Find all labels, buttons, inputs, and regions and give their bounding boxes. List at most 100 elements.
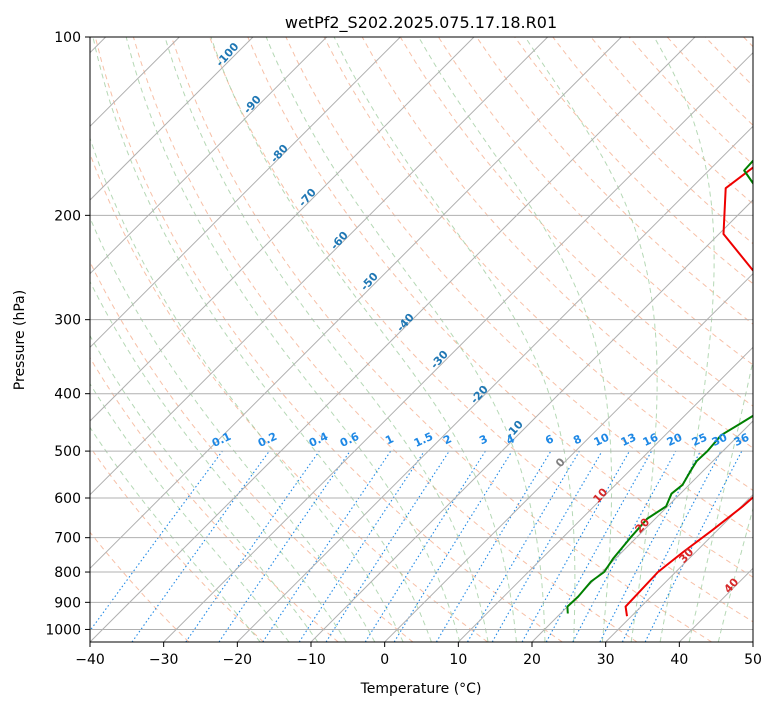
mixing-ratio-line <box>572 450 677 642</box>
dry-adiabat-line <box>743 37 753 48</box>
y-axis-title: Pressure (hPa) <box>12 290 28 390</box>
x-tick-label: −40 <box>75 652 105 668</box>
dry-adiabat-line <box>94 37 563 642</box>
y-tick-label: 700 <box>54 531 81 547</box>
moist-adiabat-line <box>90 334 319 642</box>
moist-adiabat-line <box>717 506 753 642</box>
isotherm-gridline <box>90 37 328 275</box>
moist-adiabat-label: 0 <box>553 455 568 470</box>
x-tick-label: 30 <box>597 652 615 668</box>
mixing-ratio-label: 30 <box>710 431 730 449</box>
mixing-ratio-line <box>218 450 351 642</box>
dry-adiabat-label: -100 <box>213 40 241 69</box>
plot-frame <box>89 36 754 643</box>
x-tick-label: −30 <box>149 652 179 668</box>
x-tick-label: 0 <box>380 652 389 668</box>
mixing-ratio-label: 2 <box>441 432 453 447</box>
mixing-ratio-line <box>325 450 450 642</box>
dry-adiabat-line <box>209 37 753 623</box>
isotherm-gridline <box>752 641 753 642</box>
moist-adiabat-label: 30 <box>676 545 696 565</box>
y-tick-label: 1000 <box>45 622 81 638</box>
mixing-ratio-line <box>262 450 392 642</box>
moist-adiabat-line <box>524 37 658 642</box>
x-tick-label: 10 <box>449 652 467 668</box>
dry-adiabat-line <box>247 37 753 578</box>
y-tick-label: 800 <box>54 565 81 581</box>
dry-adiabat-label: -50 <box>358 270 381 294</box>
mixing-ratio-label: 20 <box>665 431 685 449</box>
y-tick-label: 600 <box>54 491 81 507</box>
mixing-ratio-label: 10 <box>592 431 612 449</box>
isotherm-gridline <box>90 37 254 201</box>
moist-adiabat-line <box>90 136 404 642</box>
isotherm-gridline <box>90 37 475 422</box>
isotherm-gridline <box>90 37 549 496</box>
moist-adiabat-line <box>688 358 753 642</box>
temperature-profile-line <box>624 166 753 617</box>
mixing-ratio-line <box>435 450 552 642</box>
mixing-ratio-label: 13 <box>619 431 638 449</box>
moist-adiabat-line <box>90 382 290 642</box>
mixing-ratio-line <box>185 450 320 642</box>
mixing-ratio-line <box>90 450 223 632</box>
moist-adiabat-line <box>210 37 517 642</box>
dry-adiabat-line <box>90 531 190 642</box>
x-tick-label: 50 <box>744 652 762 668</box>
mixing-ratio-label: 1.5 <box>412 430 435 450</box>
dry-adiabat-label: -40 <box>394 311 417 335</box>
mixing-ratio-label: 25 <box>690 431 709 449</box>
x-axis-title: Temperature (°C) <box>360 681 482 697</box>
moist-adiabat-line <box>90 216 376 642</box>
mixing-ratio-label: 0.1 <box>210 430 233 450</box>
y-tick-label: 500 <box>54 444 81 460</box>
mixing-ratio-line <box>545 450 653 642</box>
isotherm-gridline <box>90 37 622 570</box>
dry-adiabat-label: -80 <box>268 142 291 166</box>
mixing-ratio-label: 36 <box>732 431 752 449</box>
y-tick-label: 200 <box>54 208 81 224</box>
dry-adiabat-line <box>476 37 753 325</box>
mixing-ratio-line <box>131 450 270 642</box>
dry-adiabat-line <box>171 37 712 642</box>
dry-adiabat-label: -70 <box>296 186 319 210</box>
mixing-ratio-line <box>644 450 743 642</box>
moist-adiabat-line <box>653 37 715 642</box>
mixing-ratio-line <box>298 450 425 642</box>
moist-adiabat-line <box>92 37 432 642</box>
moist-adiabat-label: 40 <box>721 575 741 595</box>
isotherm-gridline <box>384 272 753 642</box>
isotherm-gridline <box>163 51 753 642</box>
mixing-ratio-label: 0.6 <box>338 430 361 450</box>
dry-adiabat-line <box>704 37 753 87</box>
isotherm-gridline <box>457 346 753 642</box>
moist-adiabat-line <box>164 37 489 642</box>
isotherm-gridline <box>678 567 753 642</box>
mixing-ratio-label: 16 <box>641 431 661 449</box>
moist-adiabat-line <box>90 426 261 642</box>
chart-title: wetPf2_S202.2025.075.17.18.R01 <box>285 13 557 33</box>
dry-adiabat-line <box>399 37 753 407</box>
isotherm-gridline <box>531 420 753 642</box>
isotherm-gridline <box>90 37 696 642</box>
mixing-ratio-label: 0.4 <box>307 430 330 450</box>
mixing-ratio-label: 6 <box>543 432 556 447</box>
moist-adiabat-label: 10 <box>590 485 610 505</box>
moist-adiabat-line <box>265 37 546 642</box>
dry-adiabat-line <box>90 152 488 642</box>
dry-adiabat-line <box>90 260 414 642</box>
isotherm-gridline <box>605 493 753 642</box>
moist-adiabat-line <box>125 37 461 642</box>
dry-adiabat-label: -90 <box>241 93 264 117</box>
dry-adiabat-label: -60 <box>328 229 351 253</box>
x-tick-label: 40 <box>670 652 688 668</box>
y-tick-label: 400 <box>54 387 81 403</box>
dry-adiabat-label: -30 <box>428 348 451 372</box>
x-tick-label: −20 <box>223 652 253 668</box>
mixing-ratio-label: 0.2 <box>256 430 279 450</box>
isotherm-gridline <box>90 37 401 349</box>
y-tick-label: 300 <box>54 313 81 329</box>
y-tick-label: 100 <box>54 30 81 46</box>
mixing-ratio-label: 3 <box>477 432 489 447</box>
